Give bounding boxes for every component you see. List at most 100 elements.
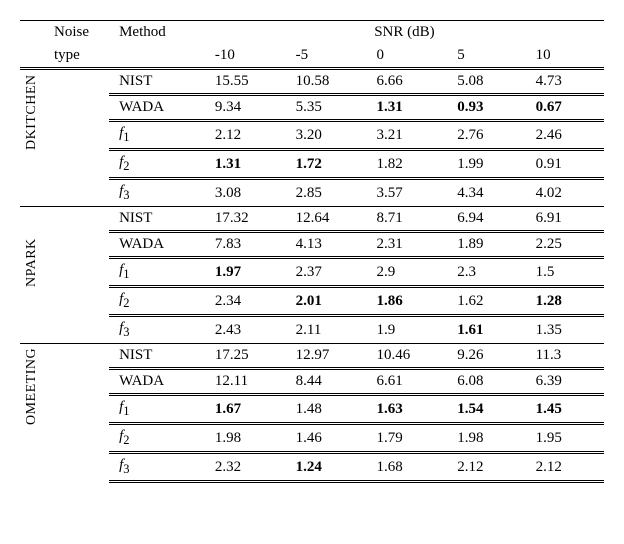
value-cell: 1.5 [526, 258, 604, 287]
value-cell: 1.63 [366, 395, 447, 424]
value-cell: 2.9 [366, 258, 447, 287]
method-cell: WADA [109, 369, 205, 395]
results-table: Noise Method SNR (dB) type -10 -5 0 5 10… [20, 20, 604, 483]
method-cell: NIST [109, 207, 205, 232]
noise-type-label: OMEETING [20, 344, 44, 482]
value-cell: 3.08 [205, 179, 286, 207]
value-cell: 1.95 [526, 424, 604, 453]
value-cell: 4.02 [526, 179, 604, 207]
value-cell: 1.24 [286, 453, 367, 482]
value-cell: 1.89 [447, 232, 525, 258]
value-cell: 4.13 [286, 232, 367, 258]
col-noise-type-label: Noise [44, 21, 109, 45]
method-cell: f3 [109, 179, 205, 207]
value-cell: 11.3 [526, 344, 604, 369]
table-row: OMEETINGNIST17.2512.9710.469.2611.3 [20, 344, 604, 369]
value-cell: 2.37 [286, 258, 367, 287]
method-cell: WADA [109, 95, 205, 121]
value-cell: 17.25 [205, 344, 286, 369]
value-cell: 6.91 [526, 207, 604, 232]
value-cell: 9.34 [205, 95, 286, 121]
value-cell: 7.83 [205, 232, 286, 258]
value-cell: 1.67 [205, 395, 286, 424]
method-cell: f1 [109, 395, 205, 424]
value-cell: 1.31 [366, 95, 447, 121]
value-cell: 15.55 [205, 69, 286, 95]
value-cell: 2.43 [205, 316, 286, 344]
method-cell: f3 [109, 453, 205, 482]
value-cell: 1.45 [526, 395, 604, 424]
method-cell: NIST [109, 69, 205, 95]
method-cell: f1 [109, 121, 205, 150]
col-snr-label: SNR (dB) [205, 21, 604, 45]
value-cell: 1.9 [366, 316, 447, 344]
method-cell: f2 [109, 424, 205, 453]
value-cell: 1.97 [205, 258, 286, 287]
value-cell: 1.48 [286, 395, 367, 424]
value-cell: 3.21 [366, 121, 447, 150]
value-cell: 0.67 [526, 95, 604, 121]
value-cell: 2.76 [447, 121, 525, 150]
method-cell: f1 [109, 258, 205, 287]
noise-type-label: NPARK [20, 207, 44, 344]
col-noise-type-row2: type [44, 44, 109, 69]
value-cell: 1.82 [366, 150, 447, 179]
value-cell: 2.34 [205, 287, 286, 316]
value-cell: 1.86 [366, 287, 447, 316]
value-cell: 3.20 [286, 121, 367, 150]
value-cell: 6.39 [526, 369, 604, 395]
value-cell: 2.85 [286, 179, 367, 207]
snr-level-3: 5 [447, 44, 525, 69]
col-noise-type-blank2 [20, 44, 44, 69]
value-cell: 2.01 [286, 287, 367, 316]
value-cell: 9.26 [447, 344, 525, 369]
value-cell: 1.98 [205, 424, 286, 453]
value-cell: 6.94 [447, 207, 525, 232]
value-cell: 1.35 [526, 316, 604, 344]
value-cell: 1.79 [366, 424, 447, 453]
noise-type-spacer [44, 69, 109, 207]
value-cell: 1.61 [447, 316, 525, 344]
value-cell: 8.44 [286, 369, 367, 395]
value-cell: 12.97 [286, 344, 367, 369]
value-cell: 2.12 [447, 453, 525, 482]
value-cell: 10.46 [366, 344, 447, 369]
col-method-label: Method [109, 21, 205, 45]
value-cell: 1.98 [447, 424, 525, 453]
method-cell: f3 [109, 316, 205, 344]
value-cell: 1.31 [205, 150, 286, 179]
value-cell: 12.64 [286, 207, 367, 232]
value-cell: 4.34 [447, 179, 525, 207]
value-cell: 1.72 [286, 150, 367, 179]
value-cell: 10.58 [286, 69, 367, 95]
value-cell: 8.71 [366, 207, 447, 232]
noise-type-spacer [44, 344, 109, 482]
method-cell: f2 [109, 287, 205, 316]
noise-type-label: DKITCHEN [20, 69, 44, 207]
value-cell: 6.66 [366, 69, 447, 95]
value-cell: 1.68 [366, 453, 447, 482]
value-cell: 1.46 [286, 424, 367, 453]
value-cell: 2.3 [447, 258, 525, 287]
value-cell: 2.25 [526, 232, 604, 258]
header-row-2: type -10 -5 0 5 10 [20, 44, 604, 69]
value-cell: 1.99 [447, 150, 525, 179]
noise-type-spacer [44, 207, 109, 344]
value-cell: 17.32 [205, 207, 286, 232]
value-cell: 2.32 [205, 453, 286, 482]
method-cell: f2 [109, 150, 205, 179]
value-cell: 2.12 [205, 121, 286, 150]
snr-level-1: -5 [286, 44, 367, 69]
value-cell: 5.08 [447, 69, 525, 95]
value-cell: 1.54 [447, 395, 525, 424]
value-cell: 1.28 [526, 287, 604, 316]
value-cell: 4.73 [526, 69, 604, 95]
value-cell: 0.91 [526, 150, 604, 179]
method-cell: WADA [109, 232, 205, 258]
value-cell: 5.35 [286, 95, 367, 121]
value-cell: 3.57 [366, 179, 447, 207]
value-cell: 2.46 [526, 121, 604, 150]
snr-level-2: 0 [366, 44, 447, 69]
value-cell: 6.61 [366, 369, 447, 395]
col-noise-type-blank [20, 21, 44, 45]
